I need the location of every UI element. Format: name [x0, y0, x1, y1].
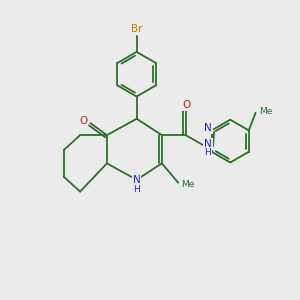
Text: Me: Me	[259, 107, 272, 116]
Text: H: H	[205, 148, 211, 157]
Text: Br: Br	[131, 24, 142, 34]
Text: N: N	[204, 123, 212, 133]
Text: O: O	[79, 116, 87, 126]
Text: H: H	[133, 185, 140, 194]
Text: O: O	[182, 100, 191, 110]
Text: N: N	[133, 175, 140, 185]
Text: Me: Me	[181, 180, 194, 189]
Text: N: N	[204, 139, 212, 149]
